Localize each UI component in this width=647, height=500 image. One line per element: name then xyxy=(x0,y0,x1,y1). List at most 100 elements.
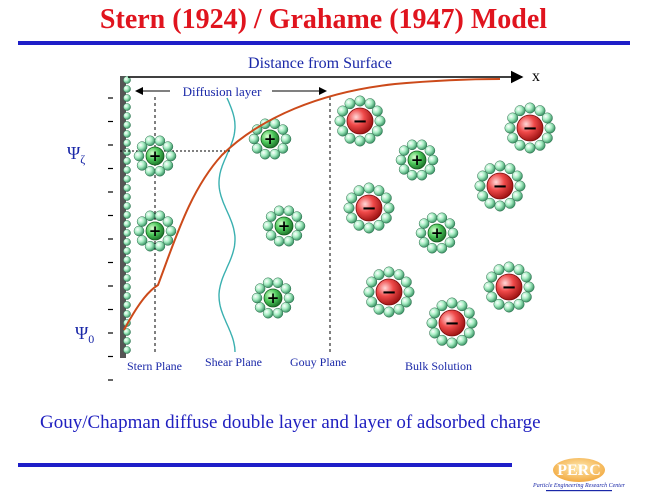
water-molecule xyxy=(136,141,148,152)
cation-core xyxy=(274,216,294,236)
anion: − xyxy=(426,297,478,349)
water-molecule xyxy=(291,211,303,222)
water-molecule xyxy=(534,105,546,117)
anion-core xyxy=(375,278,403,306)
cation-core xyxy=(263,288,283,308)
anion: − xyxy=(363,266,415,318)
water-molecule xyxy=(436,300,448,312)
water-molecule xyxy=(136,235,148,246)
ion-sign: − xyxy=(501,277,516,298)
cation: + xyxy=(262,205,306,247)
ion-sign: − xyxy=(361,198,376,219)
water-molecule xyxy=(466,317,478,329)
water-molecule xyxy=(262,307,274,319)
water-molecule xyxy=(344,132,356,144)
water-molecule xyxy=(366,296,378,308)
water-molecule xyxy=(272,307,284,319)
water-molecule xyxy=(154,165,166,177)
water-molecule xyxy=(541,112,553,124)
water-molecule xyxy=(364,132,376,144)
water-molecule xyxy=(486,291,498,303)
psi-zeta-label: Ψζ xyxy=(67,143,85,166)
water-molecule xyxy=(251,292,263,304)
ion-sign: + xyxy=(267,289,280,307)
ion-sign: − xyxy=(522,118,537,139)
water-molecule xyxy=(507,112,519,124)
cation-core xyxy=(427,223,447,243)
water-molecule xyxy=(371,125,383,137)
water-molecule xyxy=(254,283,266,294)
ion-sign: + xyxy=(149,222,162,240)
cation-core xyxy=(145,146,165,166)
water-molecule xyxy=(265,230,277,241)
water-molecule xyxy=(380,192,392,204)
water-molecule xyxy=(337,125,349,137)
water-molecule xyxy=(337,105,349,117)
water-molecule xyxy=(366,276,378,288)
water-molecule xyxy=(400,296,412,308)
water-molecule xyxy=(416,169,428,181)
water-molecule xyxy=(272,277,284,289)
water-molecule xyxy=(144,135,156,147)
water-molecule xyxy=(373,185,385,197)
water-molecule xyxy=(283,292,295,304)
cation-core xyxy=(260,129,280,149)
perc-logo-text: PERC xyxy=(557,462,601,479)
water-molecule xyxy=(265,211,277,222)
water-molecule xyxy=(251,143,263,154)
gouy-plane-label: Gouy Plane xyxy=(290,355,346,369)
water-molecule xyxy=(493,264,505,276)
cation: + xyxy=(251,277,295,319)
water-molecule xyxy=(504,163,516,175)
water-molecule xyxy=(446,337,458,349)
water-molecule xyxy=(523,281,535,293)
ion-sign: − xyxy=(492,176,507,197)
water-molecule xyxy=(514,105,526,117)
water-molecule xyxy=(277,124,289,135)
water-molecule xyxy=(133,225,145,237)
water-molecule xyxy=(503,301,515,313)
cation-core xyxy=(407,150,427,170)
water-molecule xyxy=(334,115,346,127)
water-molecule xyxy=(262,277,274,289)
water-molecule xyxy=(162,216,174,227)
water-molecule xyxy=(524,102,536,114)
water-molecule xyxy=(514,180,526,192)
water-molecule xyxy=(477,190,489,202)
anion-core xyxy=(355,194,383,222)
axis-label: Distance from Surface xyxy=(248,55,392,72)
water-molecule xyxy=(294,220,306,232)
cation: + xyxy=(133,210,177,252)
water-molecule xyxy=(486,271,498,283)
water-molecule xyxy=(383,266,395,278)
water-molecule xyxy=(513,298,525,310)
ion-sign: − xyxy=(352,111,367,132)
water-molecule xyxy=(511,170,523,182)
water-molecule xyxy=(534,139,546,151)
perc-logo-underline xyxy=(546,490,612,492)
water-molecule xyxy=(504,197,516,209)
water-molecule xyxy=(262,220,274,232)
potential-curve xyxy=(123,78,501,331)
water-molecule xyxy=(444,218,456,229)
perc-logo-emblem xyxy=(553,458,605,482)
slide-title: Stern (1924) / Grahame (1947) Model xyxy=(99,4,548,35)
water-molecule xyxy=(484,197,496,209)
water-molecule xyxy=(136,160,148,171)
water-molecule xyxy=(363,182,375,194)
water-molecule xyxy=(456,300,468,312)
water-molecule xyxy=(364,98,376,110)
water-molecule xyxy=(426,317,438,329)
cation: + xyxy=(133,135,177,177)
water-molecule xyxy=(283,235,295,247)
anion: − xyxy=(483,261,535,313)
water-molecule xyxy=(395,154,407,166)
bulk-solution-label: Bulk Solution xyxy=(405,359,472,373)
water-molecule xyxy=(165,225,177,237)
water-molecule xyxy=(162,235,174,246)
water-molecule xyxy=(373,303,385,315)
ion-sign: + xyxy=(149,147,162,165)
water-molecule xyxy=(280,302,292,313)
water-molecule xyxy=(144,210,156,222)
